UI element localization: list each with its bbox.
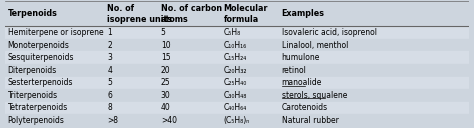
Text: sterols, squalene: sterols, squalene	[282, 91, 347, 100]
Text: C₅H₈: C₅H₈	[224, 28, 241, 37]
Text: C₄₀H₆₄: C₄₀H₆₄	[224, 103, 247, 112]
Bar	[5, 39, 469, 51]
Text: 1: 1	[108, 28, 112, 37]
Text: 6: 6	[108, 91, 112, 100]
Bar	[5, 89, 469, 102]
Text: Monoterpenoids: Monoterpenoids	[8, 41, 69, 50]
Text: >8: >8	[108, 116, 118, 125]
Text: manoalide: manoalide	[282, 78, 322, 87]
Text: >40: >40	[161, 116, 177, 125]
Text: Carotenoids: Carotenoids	[282, 103, 328, 112]
Text: 30: 30	[161, 91, 171, 100]
Bar	[5, 51, 469, 64]
Text: Isovaleric acid, isoprenol: Isovaleric acid, isoprenol	[282, 28, 377, 37]
Text: Molecular
formula: Molecular formula	[224, 4, 268, 24]
Text: 20: 20	[161, 66, 171, 75]
Bar	[5, 114, 469, 127]
Text: 40: 40	[161, 103, 171, 112]
Text: (C₅H₈)ₙ: (C₅H₈)ₙ	[224, 116, 250, 125]
Bar	[5, 64, 469, 77]
Text: Sesterterpenoids: Sesterterpenoids	[8, 78, 73, 87]
Text: 8: 8	[108, 103, 112, 112]
Text: C₂₅H₄₀: C₂₅H₄₀	[224, 78, 247, 87]
Text: Diterpenoids: Diterpenoids	[8, 66, 57, 75]
Text: Hemiterpene or isoprene: Hemiterpene or isoprene	[8, 28, 103, 37]
Text: Terpenoids: Terpenoids	[8, 9, 57, 18]
Bar	[5, 102, 469, 114]
Text: humulone: humulone	[282, 53, 320, 62]
Text: Polyterpenoids: Polyterpenoids	[8, 116, 64, 125]
Text: No. of carbon
atoms: No. of carbon atoms	[161, 4, 222, 24]
Text: 10: 10	[161, 41, 171, 50]
Bar	[5, 26, 469, 39]
Text: 15: 15	[161, 53, 171, 62]
Text: 2: 2	[108, 41, 112, 50]
Text: Natural rubber: Natural rubber	[282, 116, 338, 125]
Bar	[5, 77, 469, 89]
Text: Sesquiterpenoids: Sesquiterpenoids	[8, 53, 74, 62]
Text: Linalool, menthol: Linalool, menthol	[282, 41, 348, 50]
Text: 3: 3	[108, 53, 112, 62]
Bar	[5, 1, 469, 26]
Text: retinol: retinol	[282, 66, 307, 75]
Text: C₁₀H₁₆: C₁₀H₁₆	[224, 41, 247, 50]
Text: 25: 25	[161, 78, 171, 87]
Text: 4: 4	[108, 66, 112, 75]
Text: C₃₀H₄₈: C₃₀H₄₈	[224, 91, 247, 100]
Text: 5: 5	[161, 28, 166, 37]
Text: No. of
isoprene units: No. of isoprene units	[108, 4, 173, 24]
Text: Tetraterpenoids: Tetraterpenoids	[8, 103, 68, 112]
Text: C₁₅H₂₄: C₁₅H₂₄	[224, 53, 247, 62]
Text: Examples: Examples	[282, 9, 325, 18]
Text: C₂₀H₃₂: C₂₀H₃₂	[224, 66, 247, 75]
Text: 5: 5	[108, 78, 112, 87]
Text: Triterpenoids: Triterpenoids	[8, 91, 58, 100]
